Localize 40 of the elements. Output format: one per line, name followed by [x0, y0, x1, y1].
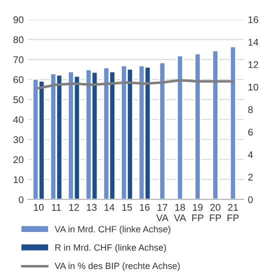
y-tick-label: 30	[13, 136, 24, 144]
x-tick-label: 11	[52, 204, 61, 211]
y-tick-label: 90	[13, 16, 24, 24]
legend-label: VA in % des BIP (rechte Achse)	[54, 262, 180, 271]
y-tick-label: 20	[14, 156, 24, 164]
y-tick-label: 80	[13, 36, 24, 44]
x-tick-label: 20 FP	[210, 204, 222, 222]
y-tick-label: 0	[18, 196, 24, 204]
y2-tick-label: 6	[248, 128, 253, 136]
x-tick-label: 17 VA	[156, 204, 168, 222]
bar	[229, 46, 237, 200]
y2-tick-label: 14	[248, 38, 258, 46]
y2-tick-label: 12	[248, 61, 258, 68]
y2-tick-label: 0	[248, 196, 253, 204]
y2-tick-label: 4	[248, 151, 253, 158]
x-tick-label: 10	[34, 204, 44, 211]
x-tick-label: 16	[140, 204, 150, 211]
bar	[158, 62, 166, 200]
y2-tick-label: 16	[248, 16, 258, 24]
bar	[212, 50, 219, 200]
x-tick-label: 12	[69, 204, 79, 211]
legend-label: R in Mrd. CHF (linke Achse)	[55, 244, 166, 252]
x-tick-label: 13	[86, 204, 97, 211]
x-tick-label: 18 VA	[174, 204, 186, 222]
y2-tick-label: 8	[248, 106, 253, 114]
y-tick-label: 40	[13, 116, 24, 124]
y-tick-label: 10	[14, 176, 24, 184]
y-tick-label: 70	[14, 56, 24, 64]
bar	[176, 54, 184, 200]
x-tick-label: 19 FP	[192, 204, 204, 222]
legend-label: VA in Mrd. CHF (linke Achse)	[54, 226, 170, 234]
x-tick-label: 15	[122, 204, 132, 211]
y2-tick-label: 2	[248, 174, 253, 181]
bar	[194, 52, 202, 200]
y-tick-label: 60	[14, 76, 24, 84]
y-tick-label: 50	[13, 96, 24, 104]
line-series	[37, 79, 234, 90]
x-tick-label: 14	[104, 204, 114, 211]
y2-tick-label: 10	[248, 84, 258, 91]
x-tick-label: 21 FP	[228, 204, 239, 222]
